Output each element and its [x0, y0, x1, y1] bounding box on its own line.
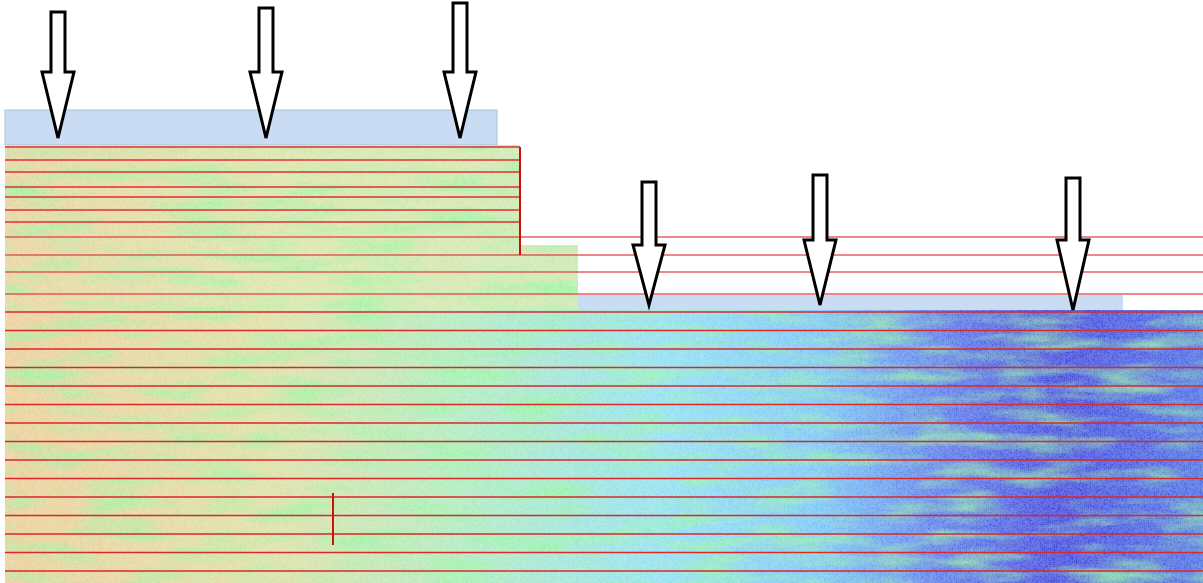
arrow	[1057, 178, 1089, 310]
arrow	[633, 182, 665, 305]
page: (() => { const NS = 'http://www.w3.org/2…	[0, 0, 1203, 583]
top-plate	[5, 110, 497, 145]
arrow	[804, 175, 836, 305]
lower-plate	[578, 295, 1123, 310]
simulation-view	[0, 0, 1203, 583]
